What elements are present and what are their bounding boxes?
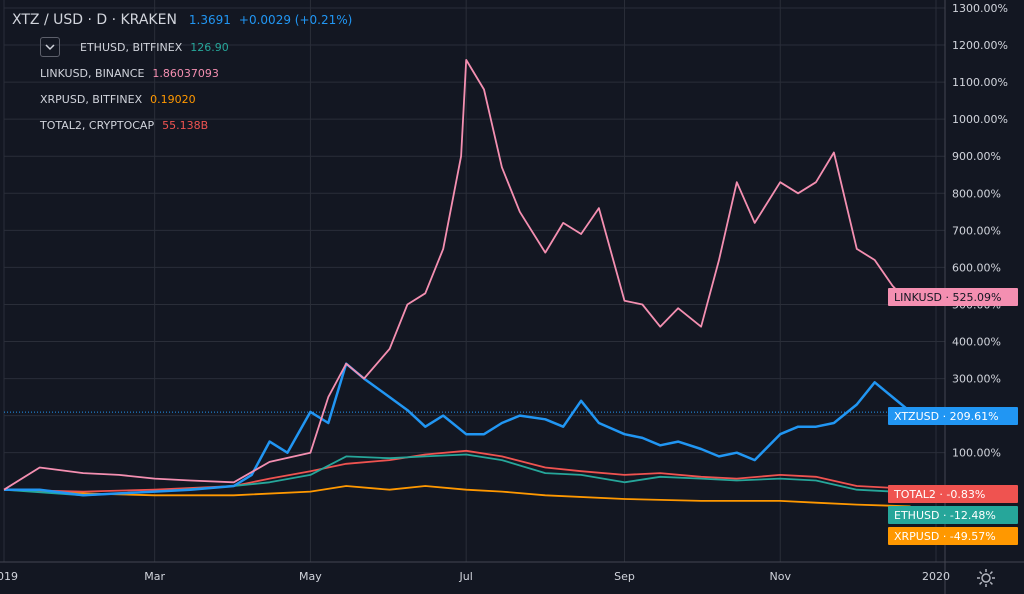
legend-item-value: 126.90 (190, 40, 229, 54)
main-symbol-price: 1.3691 (188, 13, 231, 27)
y-tick-label: 1200.00% (952, 39, 1008, 52)
y-tick-label: 300.00% (952, 373, 1001, 386)
legend-item-xrpusd[interactable]: XRPUSD, BITFINEX 0.19020 (40, 86, 352, 112)
main-symbol-name: XTZ / USD · D · KRAKEN (12, 12, 177, 28)
legend-item-label: LINKUSD, BINANCE (40, 66, 145, 80)
y-tick-label: 700.00% (952, 224, 1001, 237)
y-tick-label: 600.00% (952, 261, 1001, 274)
x-tick-label: Nov (770, 570, 792, 583)
legend-item-label: TOTAL2, CRYPTOCAP (40, 118, 155, 132)
legend-item-label: XRPUSD, BITFINEX (40, 92, 143, 106)
collapse-legend-button[interactable] (40, 37, 60, 57)
end-label-linkusd: LINKUSD · 525.09% (894, 291, 1001, 304)
x-tick-label: Jul (459, 570, 473, 583)
legend: XTZ / USD · D · KRAKEN 1.3691 +0.0029 (+… (8, 12, 352, 138)
x-tick-label: Sep (614, 570, 635, 583)
series-line-xrpusd[interactable] (3, 485, 911, 508)
legend-item-value: 0.19020 (150, 92, 196, 106)
y-tick-label: 900.00% (952, 150, 1001, 163)
end-label-xrpusd: XRPUSD · -49.57% (894, 530, 996, 543)
series-line-total2[interactable] (3, 449, 911, 493)
end-label-total2: TOTAL2 · -0.83% (893, 488, 985, 501)
end-label-ethusd: ETHUSD · -12.48% (894, 509, 996, 522)
legend-item-value: 55.138B (162, 118, 209, 132)
series-line-ethusd[interactable] (3, 453, 911, 497)
x-tick-label: 2019 (0, 570, 18, 583)
x-tick-label: May (299, 570, 322, 583)
y-tick-label: 800.00% (952, 187, 1001, 200)
legend-item-linkusd[interactable]: LINKUSD, BINANCE 1.86037093 (40, 60, 352, 86)
legend-item-total2[interactable]: TOTAL2, CRYPTOCAP 55.138B (40, 112, 352, 138)
end-label-bg-total2 (888, 485, 1018, 503)
chevron-down-icon (45, 44, 55, 51)
y-tick-label: 1300.00% (952, 2, 1008, 15)
legend-item-value: 1.86037093 (152, 66, 219, 80)
y-tick-label: 1000.00% (952, 113, 1008, 126)
y-tick-label: 400.00% (952, 336, 1001, 349)
legend-item-label: ETHUSD, BITFINEX (80, 40, 183, 54)
end-label-bg-linkusd (888, 288, 1018, 306)
end-label-bg-xrpusd (888, 527, 1018, 545)
end-label-bg-xtzusd (888, 407, 1018, 425)
main-symbol-change: +0.0029 (+0.21%) (238, 13, 353, 27)
main-symbol-title[interactable]: XTZ / USD · D · KRAKEN 1.3691 +0.0029 (+… (12, 12, 352, 28)
y-tick-label: 100.00% (952, 447, 1001, 460)
legend-item-ethusd[interactable]: ETHUSD, BITFINEX 126.90 (40, 34, 352, 60)
x-tick-label: 2020 (922, 570, 950, 583)
gear-icon[interactable] (974, 566, 998, 590)
end-label-bg-ethusd (888, 506, 1018, 524)
series-line-linkusd[interactable] (3, 59, 912, 491)
end-label-xtzusd: XTZUSD · 209.61% (894, 410, 999, 423)
y-tick-label: 1100.00% (952, 76, 1008, 89)
series-line-xtzusd[interactable] (4, 362, 912, 497)
x-tick-label: Mar (144, 570, 165, 583)
